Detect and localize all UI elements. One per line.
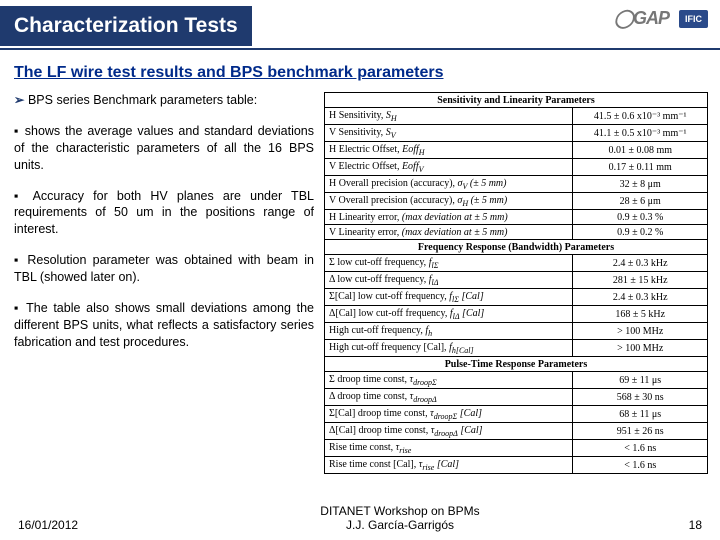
value-cell: 41.5 ± 0.6 x10⁻³ mm⁻¹ [573,108,708,125]
table-row: Δ[Cal] low cut-off frequency, flΔ [Cal]1… [325,306,708,323]
table-row: H Electric Offset, EoffH0.01 ± 0.08 mm [325,142,708,159]
value-cell: > 100 MHz [573,340,708,357]
slide-title: Characterization Tests [0,6,252,46]
value-cell: 0.17 ± 0.11 mm [573,159,708,176]
p2: shows the average values and standard de… [14,123,314,174]
param-cell: H Linearity error, (max deviation at ± 5… [325,210,573,225]
param-cell: V Overall precision (accuracy), σH (± 5 … [325,193,573,210]
chevron-icon: ➢ [14,93,24,107]
value-cell: > 100 MHz [573,323,708,340]
table-header-3: Pulse-Time Response Parameters [325,357,708,372]
table-row: Σ[Cal] low cut-off frequency, flΣ [Cal]2… [325,289,708,306]
value-cell: 69 ± 11 μs [573,372,708,389]
table-row: H Linearity error, (max deviation at ± 5… [325,210,708,225]
param-cell: H Electric Offset, EoffH [325,142,573,159]
table-row: V Overall precision (accuracy), σH (± 5 … [325,193,708,210]
param-cell: H Sensitivity, SH [325,108,573,125]
table-row: V Electric Offset, EoffV0.17 ± 0.11 mm [325,159,708,176]
value-cell: 0.9 ± 0.2 % [573,225,708,240]
p1: BPS series Benchmark parameters table: [28,93,257,107]
param-cell: Σ low cut-off frequency, flΣ [325,255,573,272]
ific-logo: IFIC [679,10,708,28]
value-cell: < 1.6 ns [573,440,708,457]
table-row: Rise time const, τrise< 1.6 ns [325,440,708,457]
param-cell: Σ droop time const, τdroopΣ [325,372,573,389]
param-cell: Δ low cut-off frequency, flΔ [325,272,573,289]
value-cell: 2.4 ± 0.3 kHz [573,255,708,272]
value-cell: 68 ± 11 μs [573,406,708,423]
value-cell: 0.01 ± 0.08 mm [573,142,708,159]
value-cell: 168 ± 5 kHz [573,306,708,323]
table-row: Rise time const [Cal], τrise [Cal]< 1.6 … [325,457,708,474]
param-cell: Δ droop time const, τdroopΔ [325,389,573,406]
value-cell: 28 ± 6 μm [573,193,708,210]
table-container: Sensitivity and Linearity Parameters H S… [324,92,708,474]
param-cell: Σ[Cal] droop time const, τdroopΣ [Cal] [325,406,573,423]
gap-logo: ◯GAP [614,8,669,29]
table-row: Σ low cut-off frequency, flΣ2.4 ± 0.3 kH… [325,255,708,272]
table-header-1: Sensitivity and Linearity Parameters [325,93,708,108]
param-cell: Σ[Cal] low cut-off frequency, flΣ [Cal] [325,289,573,306]
params-table: Sensitivity and Linearity Parameters H S… [324,92,708,474]
subtitle: The LF wire test results and BPS benchma… [14,64,708,82]
footer-center: DITANET Workshop on BPMsJ.J. García-Garr… [138,504,662,532]
table-row: Δ droop time const, τdroopΔ568 ± 30 ns [325,389,708,406]
table-header-2: Frequency Response (Bandwidth) Parameter… [325,240,708,255]
param-cell: Δ[Cal] droop time const, τdroopΔ [Cal] [325,423,573,440]
divider [0,48,720,50]
value-cell: < 1.6 ns [573,457,708,474]
left-text: ➢ BPS series Benchmark parameters table:… [14,92,314,474]
logo-area: ◯GAP IFIC [614,8,708,29]
p3: Accuracy for both HV planes are under TB… [14,188,314,239]
table-row: High cut-off frequency [Cal], fh[Cal]> 1… [325,340,708,357]
param-cell: Rise time const [Cal], τrise [Cal] [325,457,573,474]
param-cell: High cut-off frequency [Cal], fh[Cal] [325,340,573,357]
table-row: V Linearity error, (max deviation at ± 5… [325,225,708,240]
param-cell: Δ[Cal] low cut-off frequency, flΔ [Cal] [325,306,573,323]
table-row: V Sensitivity, SV41.1 ± 0.5 x10⁻³ mm⁻¹ [325,125,708,142]
value-cell: 0.9 ± 0.3 % [573,210,708,225]
footer-date: 16/01/2012 [18,518,138,532]
value-cell: 41.1 ± 0.5 x10⁻³ mm⁻¹ [573,125,708,142]
value-cell: 32 ± 8 μm [573,176,708,193]
param-cell: V Sensitivity, SV [325,125,573,142]
table-row: Σ droop time const, τdroopΣ69 ± 11 μs [325,372,708,389]
content-area: ➢ BPS series Benchmark parameters table:… [0,92,720,474]
value-cell: 2.4 ± 0.3 kHz [573,289,708,306]
table-row: High cut-off frequency, fh> 100 MHz [325,323,708,340]
param-cell: Rise time const, τrise [325,440,573,457]
table-row: Δ[Cal] droop time const, τdroopΔ [Cal]95… [325,423,708,440]
table-row: H Sensitivity, SH41.5 ± 0.6 x10⁻³ mm⁻¹ [325,108,708,125]
table-row: H Overall precision (accuracy), σV (± 5 … [325,176,708,193]
param-cell: V Electric Offset, EoffV [325,159,573,176]
value-cell: 568 ± 30 ns [573,389,708,406]
p4: Resolution parameter was obtained with b… [14,252,314,286]
value-cell: 951 ± 26 ns [573,423,708,440]
table-row: Σ[Cal] droop time const, τdroopΣ [Cal]68… [325,406,708,423]
footer-page: 18 [662,518,702,532]
param-cell: H Overall precision (accuracy), σV (± 5 … [325,176,573,193]
param-cell: High cut-off frequency, fh [325,323,573,340]
footer: 16/01/2012 DITANET Workshop on BPMsJ.J. … [0,504,720,532]
p5: The table also shows small deviations am… [14,300,314,351]
param-cell: V Linearity error, (max deviation at ± 5… [325,225,573,240]
value-cell: 281 ± 15 kHz [573,272,708,289]
table-row: Δ low cut-off frequency, flΔ281 ± 15 kHz [325,272,708,289]
